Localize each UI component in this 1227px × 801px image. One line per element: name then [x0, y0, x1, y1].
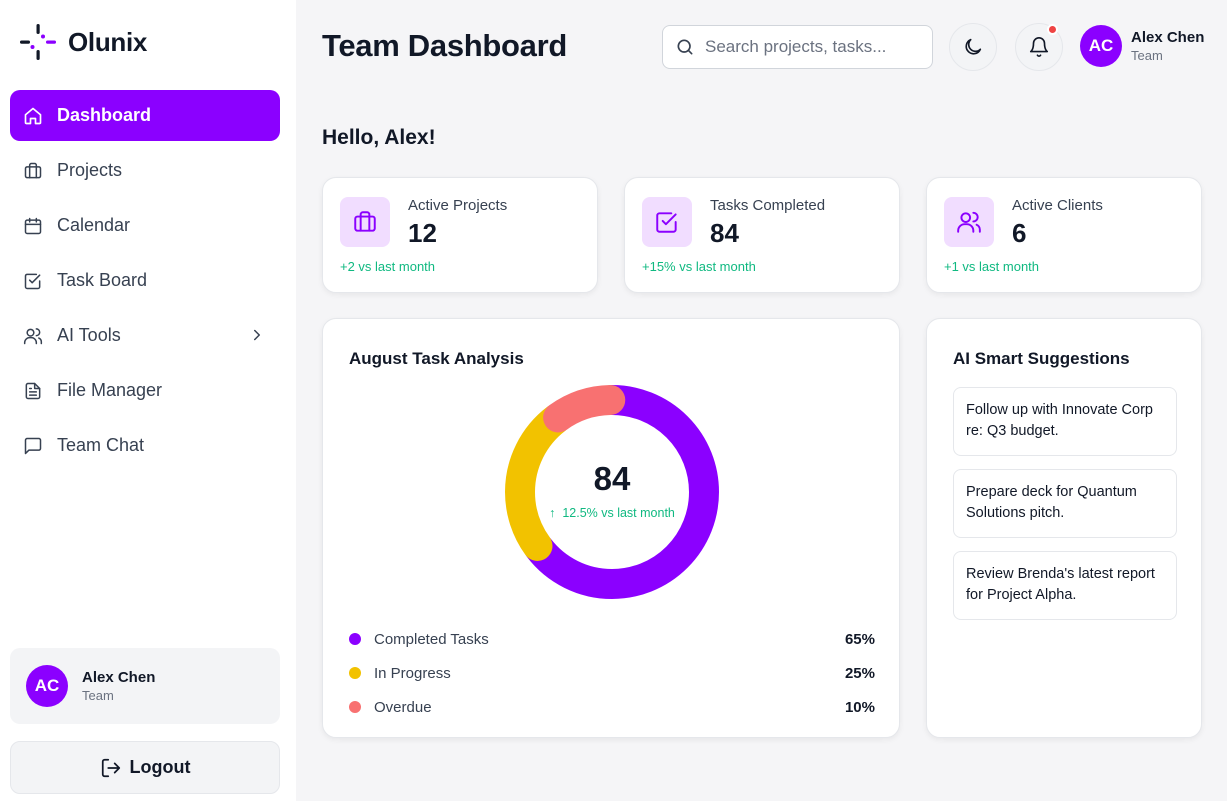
- theme-toggle-button[interactable]: [949, 23, 997, 71]
- calendar-icon: [23, 216, 43, 236]
- sidebar-item-projects[interactable]: Projects: [10, 145, 280, 196]
- legend-value: 10%: [844, 698, 875, 716]
- sidebar-item-file-manager[interactable]: File Manager: [10, 365, 280, 416]
- notification-badge: [1047, 24, 1058, 35]
- legend-value: 65%: [844, 630, 875, 648]
- checkbox-icon: [642, 197, 692, 247]
- sidebar-item-label: Task Board: [57, 270, 148, 290]
- donut-total-value: 84: [593, 460, 631, 497]
- notifications-button[interactable]: [1015, 23, 1063, 71]
- avatar: AC: [1080, 25, 1122, 67]
- file-icon: [23, 381, 43, 401]
- user-name: Alex Chen: [82, 669, 156, 686]
- checkbox-icon: [23, 271, 43, 291]
- user-role: Team: [1131, 48, 1163, 63]
- sidebar-item-calendar[interactable]: Calendar: [10, 200, 280, 251]
- task-donut-chart: [505, 385, 719, 599]
- card-title: AI Smart Suggestions: [953, 349, 1130, 368]
- sidebar-item-label: File Manager: [57, 380, 163, 400]
- legend-dot: [349, 667, 361, 679]
- chat-icon: [23, 436, 43, 456]
- donut-segment-overdue: [505, 385, 719, 599]
- sidebar: Olunix Dashboard Projects Calendar Task …: [0, 0, 296, 801]
- page-title: Team Dashboard: [322, 28, 568, 63]
- logout-icon: [101, 758, 120, 777]
- moon-icon: [965, 38, 982, 55]
- legend-dot: [349, 701, 361, 713]
- legend-label: In Progress: [374, 664, 451, 682]
- logout-button[interactable]: Logout: [10, 741, 280, 794]
- sidebar-item-task-board[interactable]: Task Board: [10, 255, 280, 306]
- sidebar-item-label: Team Chat: [57, 435, 145, 455]
- briefcase-icon: [340, 197, 390, 247]
- avatar: AC: [26, 665, 68, 707]
- task-analysis-card: August Task Analysis 84 ↑ 12.5% vs last …: [322, 318, 900, 738]
- bell-icon: [1029, 37, 1049, 57]
- card-title: August Task Analysis: [349, 349, 524, 368]
- stat-card-active-clients[interactable]: Active Clients 6 +1 vs last month: [926, 177, 1202, 293]
- stat-value: 6: [1012, 218, 1027, 248]
- sidebar-item-label: Calendar: [57, 215, 131, 235]
- donut-delta: ↑ 12.5% vs last month: [549, 506, 675, 520]
- briefcase-icon: [23, 161, 43, 181]
- stat-delta: +2 vs last month: [340, 259, 436, 274]
- stat-delta: +1 vs last month: [944, 259, 1040, 274]
- sidebar-item-team-chat[interactable]: Team Chat: [10, 420, 280, 471]
- sidebar-item-label: Projects: [57, 160, 123, 180]
- legend-label: Overdue: [374, 698, 432, 716]
- sidebar-item-label: Dashboard: [57, 105, 152, 125]
- sidebar-nav: Dashboard Projects Calendar Task Board A…: [10, 90, 280, 475]
- users-icon: [23, 326, 43, 346]
- logo[interactable]: Olunix: [18, 22, 147, 62]
- sidebar-item-label: AI Tools: [57, 325, 121, 345]
- logo-icon: [20, 24, 56, 60]
- search-bar[interactable]: [662, 25, 933, 69]
- suggestion-item[interactable]: Prepare deck for Quantum Solutions pitch…: [953, 469, 1177, 538]
- search-icon: [677, 39, 693, 55]
- sidebar-user-card[interactable]: AC Alex Chen Team: [10, 648, 280, 724]
- donut-delta-text: 12.5% vs last month: [562, 506, 675, 520]
- legend-label: Completed Tasks: [374, 630, 489, 648]
- stat-card-active-projects[interactable]: Active Projects 12 +2 vs last month: [322, 177, 598, 293]
- search-input[interactable]: [705, 37, 915, 57]
- suggestion-item[interactable]: Review Brenda's latest report for Projec…: [953, 551, 1177, 620]
- chart-legend: Completed Tasks 65% In Progress 25% Over…: [349, 622, 875, 724]
- sidebar-item-ai-tools[interactable]: AI Tools: [10, 310, 280, 361]
- donut-segment-in-progress: [505, 385, 719, 599]
- logout-label: Logout: [129, 757, 191, 777]
- stat-value: 84: [710, 218, 739, 248]
- suggestion-item[interactable]: Follow up with Innovate Corp re: Q3 budg…: [953, 387, 1177, 456]
- greeting: Hello, Alex!: [322, 126, 436, 149]
- arrow-up-icon: ↑: [549, 506, 556, 520]
- stat-label: Tasks Completed: [710, 197, 826, 214]
- app-name: Olunix: [68, 26, 148, 57]
- stat-delta: +15% vs last month: [642, 259, 756, 274]
- suggestion-list: Follow up with Innovate Corp re: Q3 budg…: [953, 387, 1177, 633]
- stat-label: Active Clients: [1012, 197, 1103, 214]
- donut-center: 84 ↑ 12.5% vs last month: [505, 385, 719, 599]
- chevron-right-icon: [254, 329, 260, 341]
- legend-value: 25%: [844, 664, 875, 682]
- user-name: Alex Chen: [1131, 29, 1205, 46]
- users-icon: [944, 197, 994, 247]
- user-role: Team: [82, 688, 114, 703]
- sidebar-item-dashboard[interactable]: Dashboard: [10, 90, 280, 141]
- stat-card-tasks-completed[interactable]: Tasks Completed 84 +15% vs last month: [624, 177, 900, 293]
- stat-label: Active Projects: [408, 197, 508, 214]
- stat-value: 12: [408, 218, 437, 248]
- home-icon: [23, 106, 43, 126]
- legend-item-completed: Completed Tasks 65%: [349, 622, 875, 656]
- ai-suggestions-card: AI Smart Suggestions Follow up with Inno…: [926, 318, 1202, 738]
- legend-dot: [349, 633, 361, 645]
- legend-item-in-progress: In Progress 25%: [349, 656, 875, 690]
- legend-item-overdue: Overdue 10%: [349, 690, 875, 724]
- header-user-menu[interactable]: AC Alex Chen Team: [1080, 25, 1204, 67]
